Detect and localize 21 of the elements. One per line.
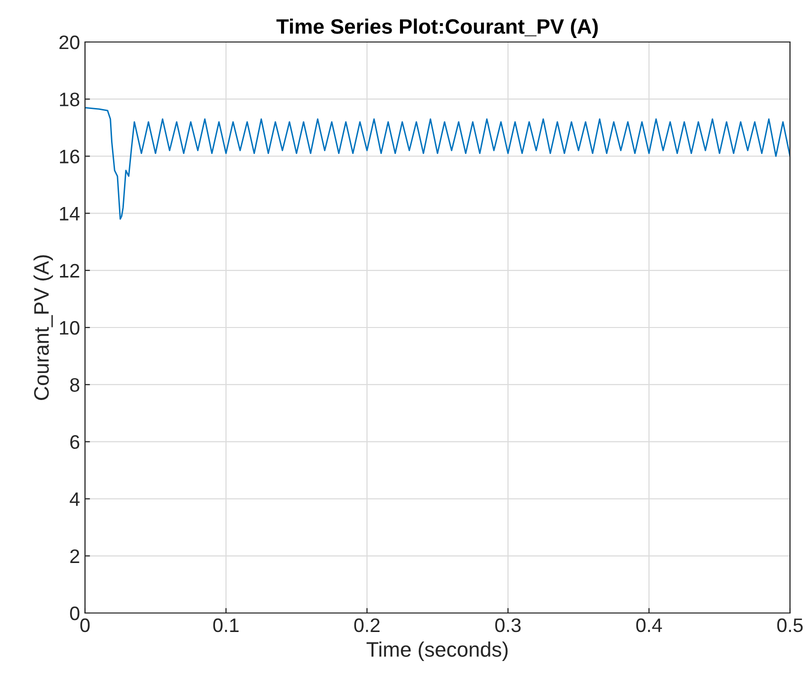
y-tick-label: 2 (70, 549, 80, 563)
chart-title: Time Series Plot:Courant_PV (A) (276, 18, 598, 38)
y-tick-label: 14 (60, 206, 80, 220)
y-tick-label: 20 (59, 35, 80, 50)
line-series (85, 106, 790, 220)
y-tick-label: 18 (60, 92, 80, 106)
y-tick-label: 8 (70, 378, 80, 392)
y-tick-label: 16 (60, 150, 80, 164)
y-tick-label: 6 (70, 435, 80, 449)
x-tick-label: 0.2 (354, 618, 380, 632)
x-tick-label: 0.4 (636, 618, 662, 632)
x-tick-label: 0 (80, 618, 90, 632)
x-axis-title: Time (seconds) (366, 642, 508, 661)
x-tick-label: 0.5 (777, 618, 803, 632)
y-tick-label: 12 (60, 264, 80, 278)
y-axis-title: Courant_PV (A) (34, 255, 53, 400)
x-tick-label: 0.1 (213, 618, 239, 632)
x-tick-label: 0.3 (495, 618, 521, 632)
y-tick-label: 10 (60, 320, 80, 335)
y-tick-label: 0 (70, 606, 80, 620)
y-tick-label: 4 (70, 492, 80, 506)
